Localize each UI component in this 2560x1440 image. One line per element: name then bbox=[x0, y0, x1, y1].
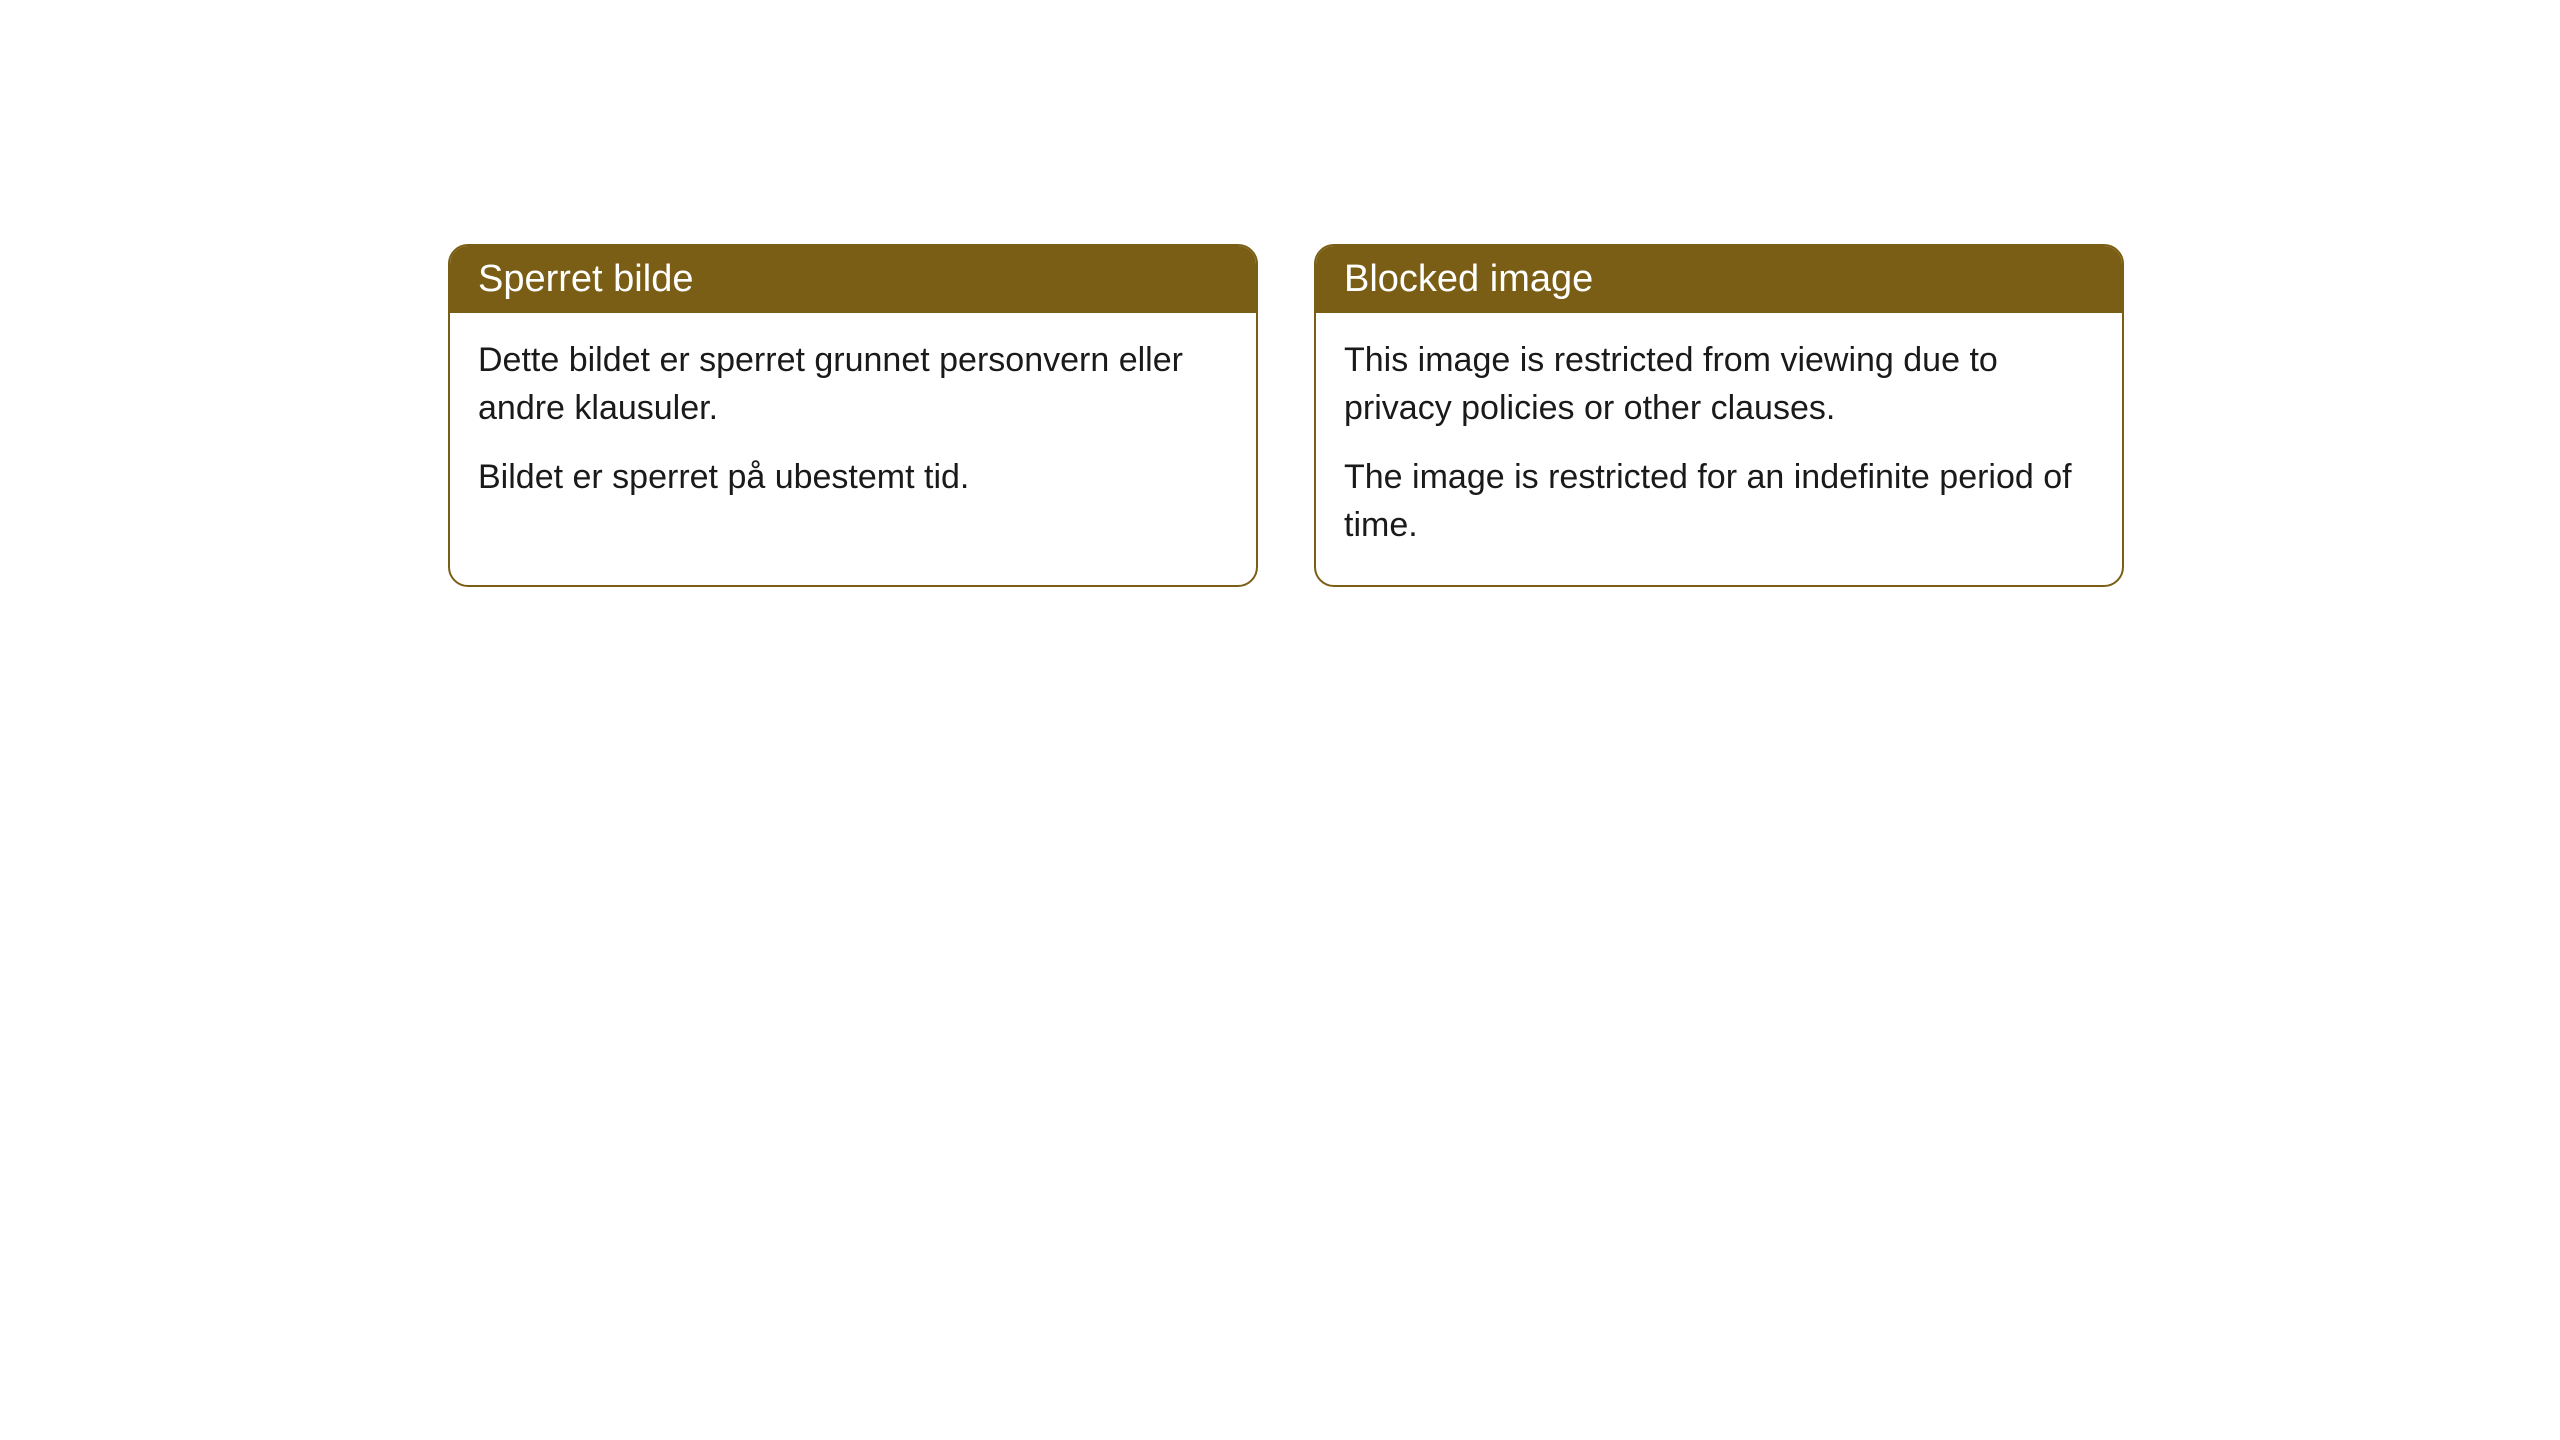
card-paragraph-norwegian-1: Dette bildet er sperret grunnet personve… bbox=[478, 337, 1228, 432]
card-body-english: This image is restricted from viewing du… bbox=[1316, 313, 2122, 585]
card-header-norwegian: Sperret bilde bbox=[450, 246, 1256, 313]
card-title-norwegian: Sperret bilde bbox=[478, 258, 693, 300]
blocked-image-cards-container: Sperret bilde Dette bildet er sperret gr… bbox=[448, 244, 2124, 587]
card-paragraph-english-2: The image is restricted for an indefinit… bbox=[1344, 454, 2094, 549]
card-body-norwegian: Dette bildet er sperret grunnet personve… bbox=[450, 313, 1256, 538]
card-title-english: Blocked image bbox=[1344, 258, 1593, 300]
card-header-english: Blocked image bbox=[1316, 246, 2122, 313]
blocked-image-card-norwegian: Sperret bilde Dette bildet er sperret gr… bbox=[448, 244, 1258, 587]
blocked-image-card-english: Blocked image This image is restricted f… bbox=[1314, 244, 2124, 587]
card-paragraph-english-1: This image is restricted from viewing du… bbox=[1344, 337, 2094, 432]
card-paragraph-norwegian-2: Bildet er sperret på ubestemt tid. bbox=[478, 454, 1228, 502]
